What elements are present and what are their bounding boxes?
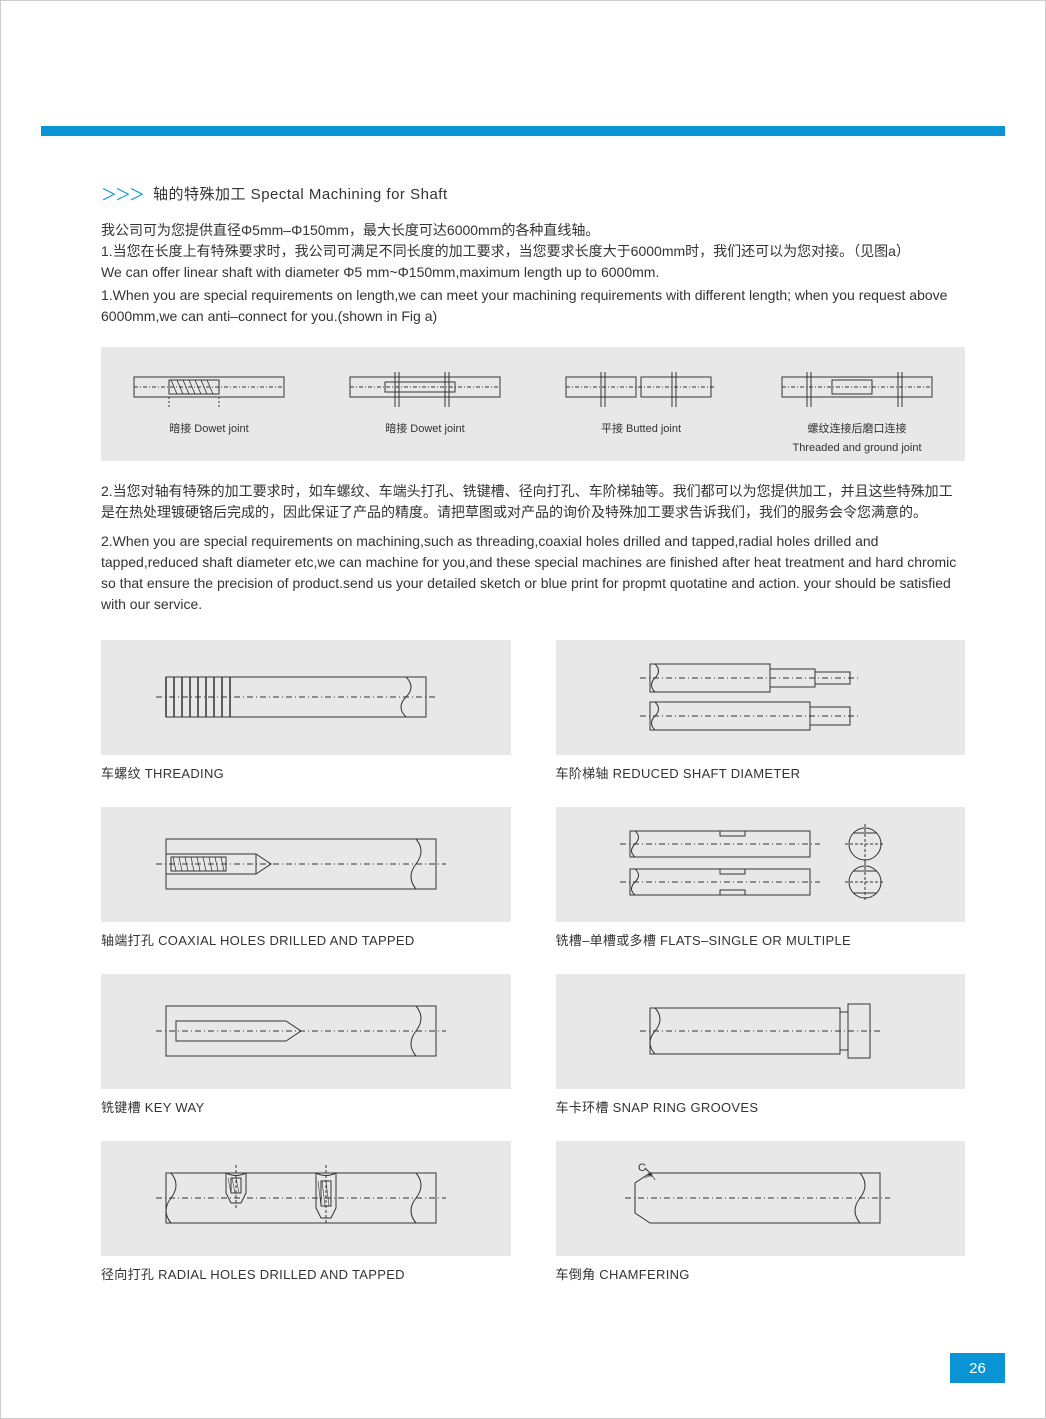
svg-text:C: C bbox=[638, 1162, 646, 1174]
intro-en-2: 1.When you are special requirements on l… bbox=[101, 285, 965, 327]
joint-label-4-en: Threaded and ground joint bbox=[759, 441, 955, 455]
machining-label: 车阶梯轴 REDUCED SHAFT DIAMETER bbox=[556, 763, 966, 782]
machining-label: 径向打孔 RADIAL HOLES DRILLED AND TAPPED bbox=[101, 1264, 511, 1283]
content-area: ＞＞＞ 轴的特殊加工 Spectal Machining for Shaft 我… bbox=[101, 181, 965, 1283]
para2-cn: 2.当您对轴有特殊的加工要求时，如车螺纹、车端头打孔、铣键槽、径向打孔、车阶梯轴… bbox=[101, 481, 965, 523]
machining-grid: 车螺纹 THREADING 车阶梯轴 R bbox=[101, 640, 965, 1283]
machining-label: 车螺纹 THREADING bbox=[101, 763, 511, 782]
intro-cn-2: 1.当您在长度上有特殊要求时，我公司可满足不同长度的加工要求，当您要求长度大于6… bbox=[101, 241, 965, 262]
page: ＞＞＞ 轴的特殊加工 Spectal Machining for Shaft 我… bbox=[1, 1, 1045, 1418]
header-bar bbox=[41, 126, 1005, 136]
para2-block: 2.当您对轴有特殊的加工要求时，如车螺纹、车端头打孔、铣键槽、径向打孔、车阶梯轴… bbox=[101, 481, 965, 615]
machining-coaxial: 轴端打孔 COAXIAL HOLES DRILLED AND TAPPED bbox=[101, 807, 511, 949]
joint-diagram-4: 螺纹连接后磨口连接 Threaded and ground joint bbox=[759, 362, 955, 456]
machining-label: 车倒角 CHAMFERING bbox=[556, 1264, 966, 1283]
machining-label: 车卡环槽 SNAP RING GROOVES bbox=[556, 1097, 966, 1116]
section-title: 轴的特殊加工 Spectal Machining for Shaft bbox=[153, 183, 448, 204]
joint-diagram-row: 暗接 Dowet joint 暗接 Dowet joint bbox=[101, 347, 965, 461]
para2-en: 2.When you are special requirements on m… bbox=[101, 531, 965, 615]
machining-flats: 铣槽–单槽或多槽 FLATS–SINGLE OR MULTIPLE bbox=[556, 807, 966, 949]
joint-diagram-1: 暗接 Dowet joint bbox=[111, 362, 307, 456]
section-header: ＞＞＞ 轴的特殊加工 Spectal Machining for Shaft bbox=[101, 181, 965, 205]
chevron-icon: ＞＞＞ bbox=[101, 181, 143, 205]
joint-label-3: 平接 Butted joint bbox=[543, 422, 739, 436]
machining-label: 铣键槽 KEY WAY bbox=[101, 1097, 511, 1116]
intro-en-1: We can offer linear shaft with diameter … bbox=[101, 262, 965, 283]
machining-radial: 径向打孔 RADIAL HOLES DRILLED AND TAPPED bbox=[101, 1141, 511, 1283]
machining-threading: 车螺纹 THREADING bbox=[101, 640, 511, 782]
intro-cn-1: 我公司可为您提供直径Φ5mm–Φ150mm，最大长度可达6000mm的各种直线轴… bbox=[101, 220, 965, 241]
page-number: 26 bbox=[950, 1353, 1005, 1383]
machining-label: 轴端打孔 COAXIAL HOLES DRILLED AND TAPPED bbox=[101, 930, 511, 949]
joint-diagram-3: 平接 Butted joint bbox=[543, 362, 739, 456]
machining-label: 铣槽–单槽或多槽 FLATS–SINGLE OR MULTIPLE bbox=[556, 930, 966, 949]
machining-snapring: 车卡环槽 SNAP RING GROOVES bbox=[556, 974, 966, 1116]
machining-reduced: 车阶梯轴 REDUCED SHAFT DIAMETER bbox=[556, 640, 966, 782]
joint-label-4-cn: 螺纹连接后磨口连接 bbox=[759, 422, 955, 436]
joint-diagram-2: 暗接 Dowet joint bbox=[327, 362, 523, 456]
machining-keyway: 铣键槽 KEY WAY bbox=[101, 974, 511, 1116]
joint-label-2: 暗接 Dowet joint bbox=[327, 422, 523, 436]
joint-label-1: 暗接 Dowet joint bbox=[111, 422, 307, 436]
machining-chamfer: C 车倒角 CHAMFERING bbox=[556, 1141, 966, 1283]
